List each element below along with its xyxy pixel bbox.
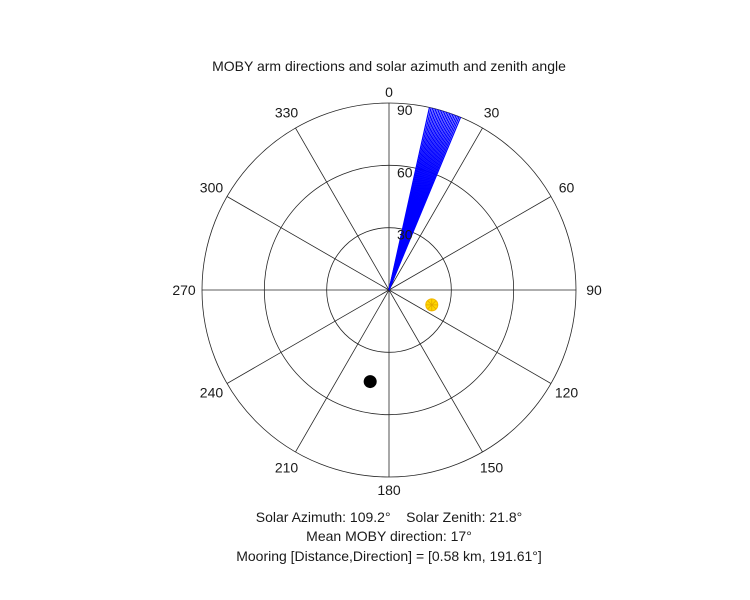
solar-info-text: Solar Azimuth: 109.2° Solar Zenith: 21.8… (256, 509, 522, 525)
r-tick-label: 30 (397, 227, 413, 243)
theta-tick-label: 30 (484, 104, 500, 120)
tick-labels: 0 30 60 90 120 150 180 210 240 270 300 330 30 60 90 (172, 84, 602, 498)
theta-tick-label: 300 (200, 180, 224, 196)
theta-tick-label: 330 (275, 104, 299, 120)
theta-tick-label: 0 (385, 84, 393, 100)
mooring-marker (363, 375, 377, 389)
theta-tick-label: 60 (559, 180, 575, 196)
series-layer (363, 107, 462, 389)
theta-tick-label: 240 (200, 385, 224, 401)
sun-ray (431, 304, 437, 310)
moby-arm-line (388, 117, 462, 291)
sun-ray (427, 304, 433, 310)
theta-tick-label: 270 (172, 282, 196, 298)
chart-title: MOBY arm directions and solar azimuth an… (212, 58, 566, 74)
sun-ray (431, 300, 437, 306)
r-tick-label: 90 (397, 102, 413, 118)
mooring-text: Mooring [Distance,Direction] = [0.58 km,… (236, 548, 542, 564)
theta-tick-label: 180 (377, 482, 401, 498)
mean-direction-text: Mean MOBY direction: 17° (306, 528, 472, 544)
theta-tick-label: 150 (480, 460, 504, 476)
sun-ray (427, 300, 433, 306)
theta-tick-label: 90 (586, 282, 602, 298)
theta-tick-label: 210 (275, 460, 299, 476)
r-tick-label: 60 (397, 164, 413, 180)
theta-tick-label: 120 (555, 385, 579, 401)
